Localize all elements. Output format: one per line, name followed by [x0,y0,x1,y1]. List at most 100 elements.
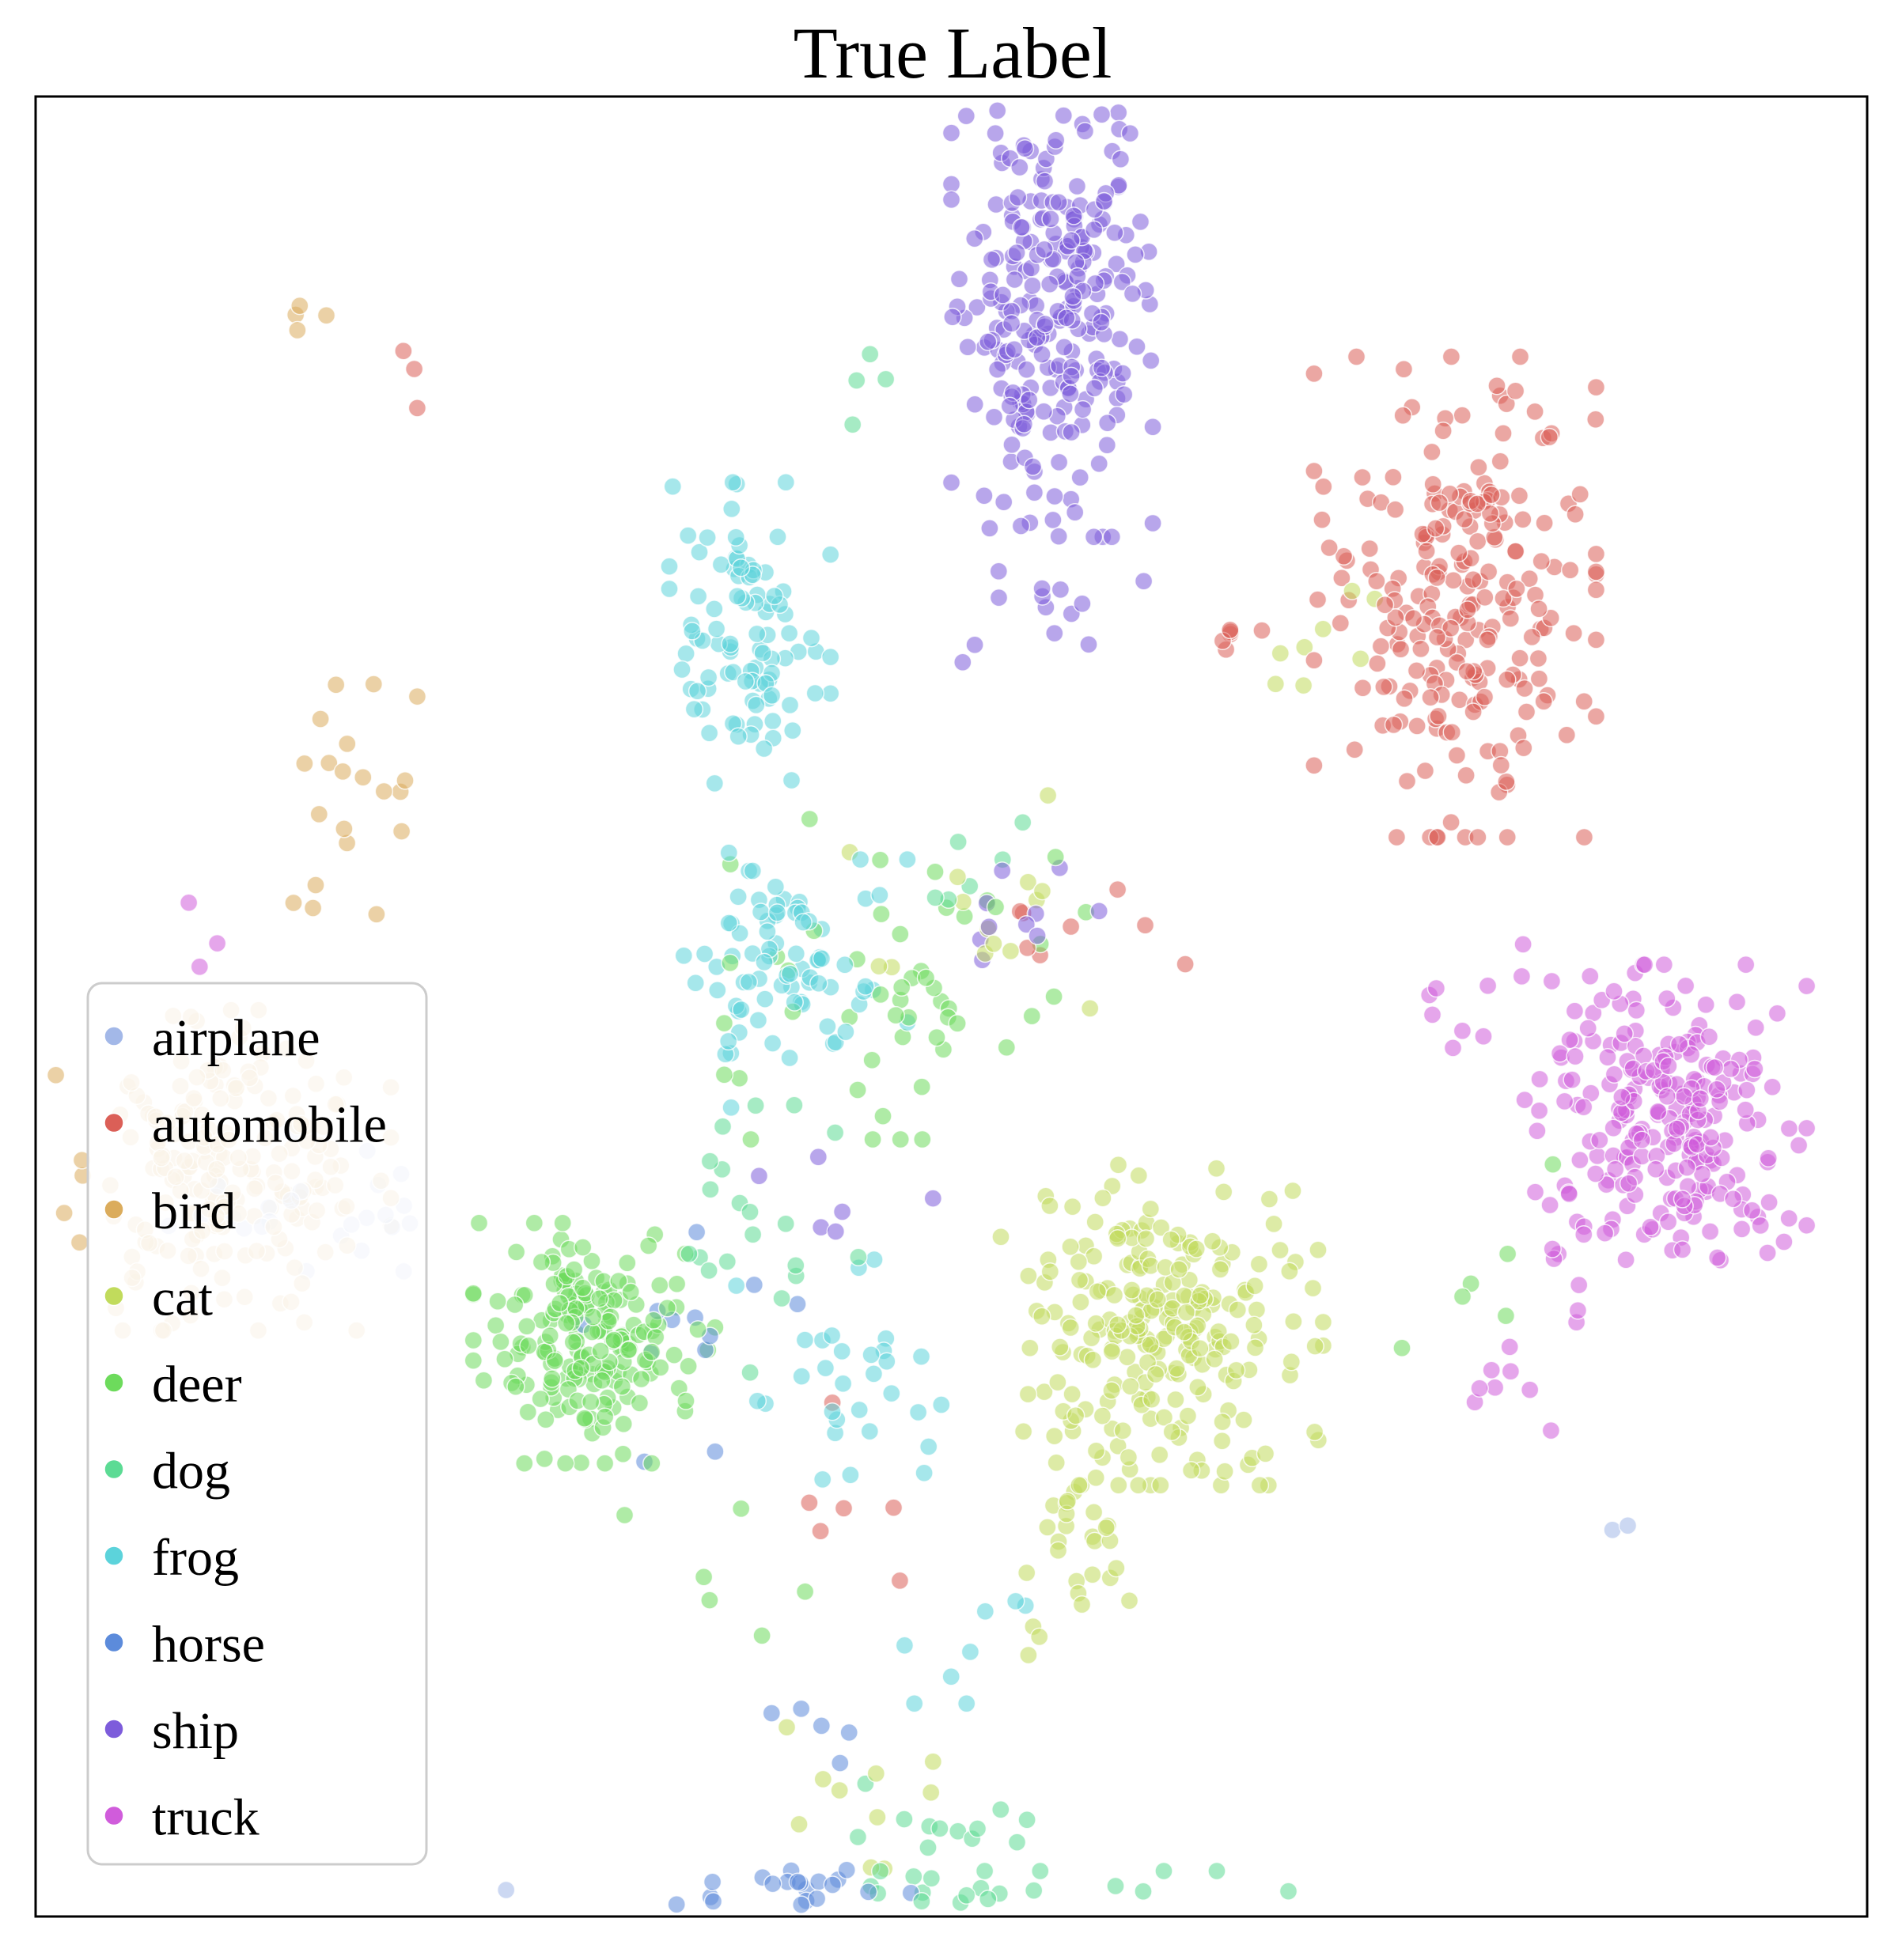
point-automobile [1417,542,1436,561]
point-deer [916,968,936,988]
point-dog [699,1261,718,1281]
point-dog [979,1890,998,1909]
legend-marker-truck [104,1805,124,1826]
point-automobile [1430,493,1449,513]
point-deer [642,1342,661,1361]
point-truck [1565,1001,1585,1021]
point-automobile [1501,609,1521,628]
point-deer [986,898,1006,917]
point-deer [714,1065,734,1084]
point-ship [1112,272,1132,292]
point-deer [667,1274,687,1294]
point-automobile [1407,661,1426,680]
point-ship [1067,176,1087,196]
point-automobile [1353,679,1373,698]
point-truck [1736,1100,1755,1119]
point-truck [1669,1035,1689,1054]
point-frog [765,586,784,606]
point-frog [862,1345,881,1364]
legend-marker-dog [104,1459,124,1480]
point-dog [919,1838,938,1857]
point-cat [1245,1276,1264,1296]
point-airplane [1603,1520,1622,1539]
point-deer [599,1311,618,1331]
point-automobile [1510,486,1529,505]
point-dog [860,344,880,364]
point-cat [868,1807,887,1827]
point-frog [711,555,731,574]
point-automobile [1487,376,1506,395]
point-deer [590,1289,609,1308]
point-cat [1174,1322,1194,1341]
point-deer [1498,1244,1517,1264]
point-ship [1105,223,1124,242]
point-ship [1023,457,1043,476]
point-dog [849,1247,868,1267]
point-horse [703,1892,723,1911]
point-automobile [1374,677,1393,697]
point-dog [1106,1876,1125,1896]
point-automobile [1305,755,1324,775]
point-horse [763,1874,782,1894]
point-truck [1525,1182,1545,1201]
point-truck [1658,1213,1678,1232]
point-frog [851,849,870,869]
point-automobile [1586,581,1606,600]
point-truck [1470,1379,1489,1398]
point-automobile [407,399,427,418]
point-frog [860,1421,880,1441]
point-frog [1006,1591,1025,1611]
point-dog [926,888,945,907]
point-bird [396,771,415,790]
point-frog [731,558,751,577]
point-deer [891,1129,910,1149]
point-frog [763,1034,782,1053]
point-deer [638,1236,658,1255]
point-ship [1005,270,1025,289]
legend-item-bird: bird [104,1182,236,1240]
point-ship [1040,274,1059,293]
point-frog [747,624,767,644]
point-bird [55,1203,74,1223]
point-automobile [1586,562,1606,581]
point-dog [895,1810,914,1829]
point-automobile [1393,406,1412,426]
point-truck [1691,1089,1710,1108]
point-frog [780,695,800,715]
point-automobile [800,1493,819,1512]
point-frog [728,586,747,606]
point-frog [722,1098,741,1118]
point-frog [823,1402,842,1421]
point-dog [876,369,896,389]
point-frog [754,739,774,759]
point-cat [948,867,968,887]
point-ship [1025,483,1044,502]
point-ship [1097,413,1117,433]
point-dog [870,1861,890,1881]
point-frog [729,887,748,906]
point-truck [1574,1225,1593,1244]
point-cat [1113,1421,1133,1440]
point-ship [1134,571,1154,591]
point-automobile [1455,509,1474,529]
point-cat [1226,1360,1246,1380]
point-automobile [1560,561,1580,580]
point-frog [960,1642,980,1662]
point-cat [1282,1352,1301,1372]
point-ship [1062,422,1081,442]
legend-label-dog: dog [152,1443,230,1500]
point-cat [1188,1377,1207,1397]
point-ship [1041,209,1060,229]
point-truck [1520,1380,1540,1399]
point-automobile [1423,475,1442,494]
point-cat [1083,1350,1103,1370]
point-automobile [1441,619,1460,638]
point-frog [919,1437,938,1456]
point-ship [992,861,1012,880]
point-cat [1260,1190,1279,1209]
point-deer [532,1252,551,1272]
point-truck [1746,1018,1765,1037]
point-cat [923,1752,943,1771]
point-automobile [1586,630,1606,649]
point-truck [1701,1128,1721,1147]
